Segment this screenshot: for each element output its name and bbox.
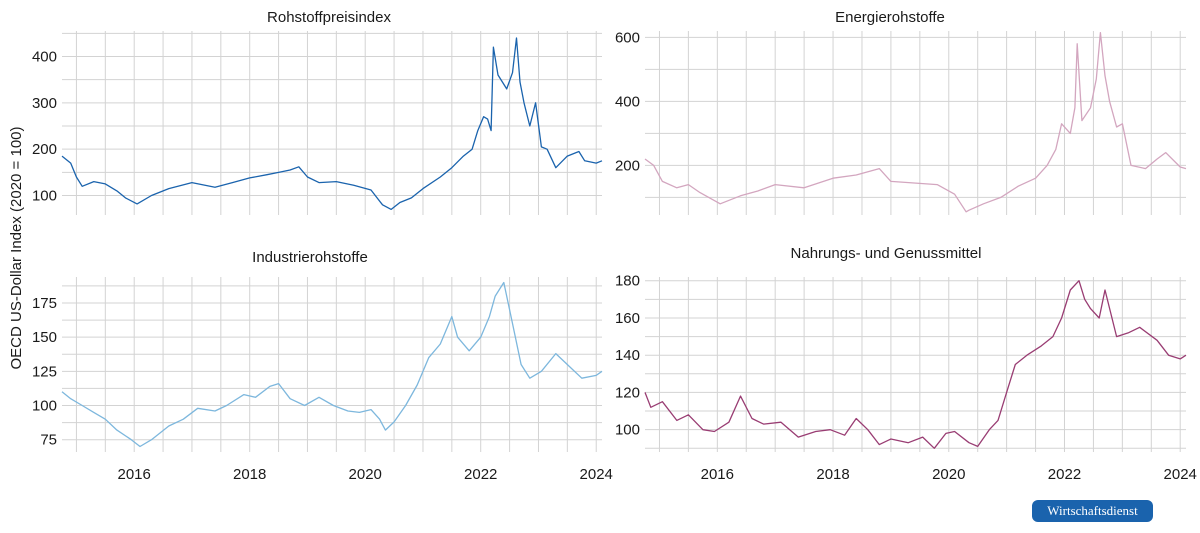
y-tick-label: 100 <box>32 188 57 205</box>
x-tick-label: 2018 <box>233 466 266 483</box>
x-tick-label: 2024 <box>580 466 613 483</box>
series-line <box>61 37 603 211</box>
panel-title: Nahrungs- und Genussmittel <box>791 245 982 262</box>
x-tick-label: 2018 <box>816 466 849 483</box>
panel-title: Industrierohstoffe <box>252 249 368 266</box>
y-tick-label: 75 <box>40 432 57 449</box>
y-tick-label: 125 <box>32 363 57 380</box>
panel-rohstoffpreisindex: Rohstoffpreisindex 100 200 300 400 <box>32 9 603 215</box>
x-tick-label: 2022 <box>1048 466 1081 483</box>
y-tick-label: 120 <box>615 384 640 401</box>
panel-nahrungs-und-genussmittel: Nahrungs- und Genussmittel 100 120 140 160 1… <box>615 245 1197 483</box>
y-tick-label: 400 <box>32 48 57 65</box>
y-tick-label: 300 <box>32 95 57 112</box>
x-tick-label: 2016 <box>118 466 151 483</box>
x-tick-label: 2020 <box>932 466 965 483</box>
series-line <box>61 281 603 448</box>
series-line <box>644 31 1187 213</box>
y-tick-label: 175 <box>32 295 57 312</box>
y-tick-label: 400 <box>615 93 640 110</box>
y-tick-label: 100 <box>32 398 57 415</box>
x-tick-label: 2022 <box>464 466 497 483</box>
y-tick-label: 600 <box>615 29 640 46</box>
series-line <box>644 280 1187 449</box>
x-tick-label: 2020 <box>349 466 382 483</box>
y-tick-label: 200 <box>615 157 640 174</box>
y-axis-label: OECD US-Dollar Index (2020 = 100) <box>8 126 25 369</box>
panel-industrierohstoffe: Industrierohstoffe 75 100 125 150 175 2016 201… <box>32 249 613 483</box>
panel-energierohstoffe: Energierohstoffe 200 400 600 <box>615 9 1187 215</box>
x-tick-label: 2016 <box>701 466 734 483</box>
y-tick-label: 150 <box>32 329 57 346</box>
y-tick-label: 200 <box>32 141 57 158</box>
panel-title: Rohstoffpreisindex <box>267 9 391 26</box>
x-tick-label: 2024 <box>1164 466 1197 483</box>
y-tick-label: 180 <box>615 273 640 290</box>
y-tick-label: 100 <box>615 422 640 439</box>
publisher-badge: Wirtschaftsdienst <box>1032 500 1153 522</box>
panel-title: Energierohstoffe <box>835 9 945 26</box>
y-tick-label: 140 <box>615 347 640 364</box>
y-tick-label: 160 <box>615 310 640 327</box>
